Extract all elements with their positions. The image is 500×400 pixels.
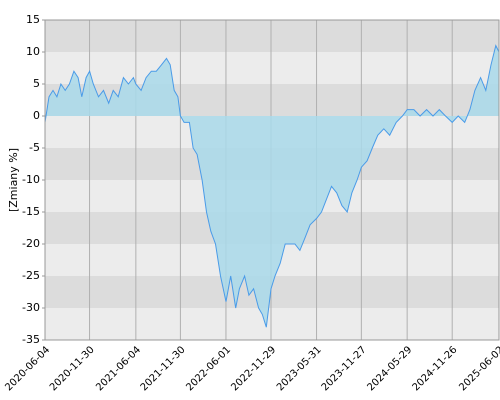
x-tick-label: 2020-11-30 bbox=[48, 344, 97, 393]
x-tick-label: 2023-11-27 bbox=[320, 344, 369, 393]
grid-band bbox=[45, 52, 499, 84]
plot-frame bbox=[44, 19, 500, 341]
y-tick-label: 15 bbox=[26, 13, 40, 26]
grid-band bbox=[45, 308, 499, 340]
y-tick-label: -5 bbox=[29, 141, 40, 154]
x-tick-label: 2025-06-02 bbox=[457, 344, 500, 393]
x-tick-label: 2022-06-01 bbox=[184, 344, 233, 393]
y-tick-label: -10 bbox=[22, 173, 40, 186]
x-tick-label: 2023-05-31 bbox=[275, 344, 324, 393]
x-tick-label: 2022-11-29 bbox=[229, 344, 278, 393]
y-tick-label: 10 bbox=[26, 45, 40, 58]
y-tick-label: 5 bbox=[33, 77, 40, 90]
x-tick-label: 2021-11-30 bbox=[139, 344, 188, 393]
y-tick-label: -25 bbox=[22, 269, 40, 282]
y-axis-label: [Zmiany %] bbox=[7, 148, 20, 212]
line bbox=[44, 44, 500, 328]
grid-band bbox=[45, 20, 499, 52]
x-tick-label: 2024-05-29 bbox=[366, 344, 415, 393]
y-tick-label: 0 bbox=[33, 109, 40, 122]
y-tick-label: -15 bbox=[22, 205, 40, 218]
y-tick-label: -35 bbox=[22, 333, 40, 346]
x-tick-label: 2024-11-26 bbox=[411, 344, 460, 393]
y-tick-label: -30 bbox=[22, 301, 40, 314]
y-tick-label: -20 bbox=[22, 237, 40, 250]
x-tick-label: 2020-06-04 bbox=[3, 344, 52, 393]
x-tick-label: 2021-06-04 bbox=[94, 344, 143, 393]
area bbox=[45, 45, 499, 328]
